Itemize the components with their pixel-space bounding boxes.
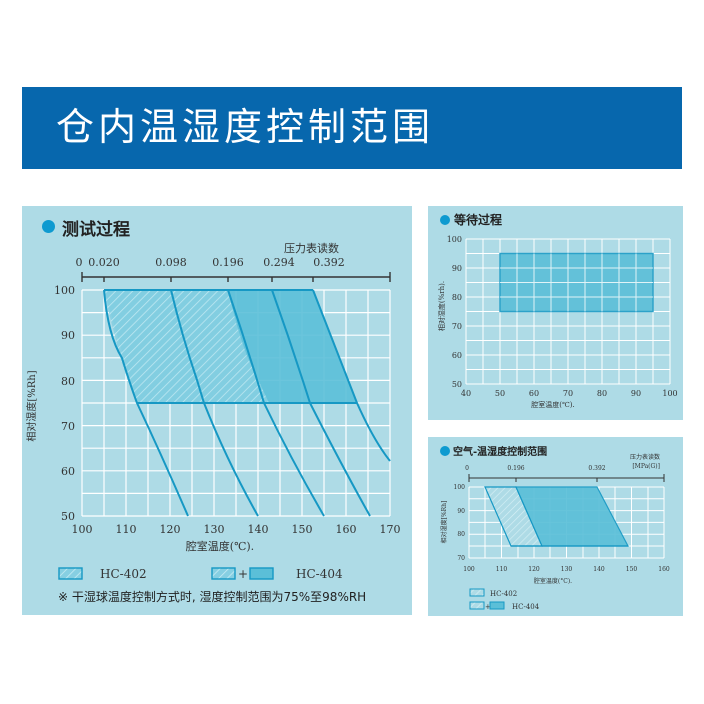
- svg-text:100: 100: [72, 523, 93, 536]
- legend-solid-swatch: [249, 567, 274, 580]
- test-process-panel: 测试过程: [22, 206, 412, 615]
- svg-text:0.020: 0.020: [88, 256, 120, 269]
- svg-text:0.196: 0.196: [212, 256, 244, 269]
- svg-text:70: 70: [61, 420, 75, 433]
- legend-hc404: HC-404: [296, 567, 343, 581]
- svg-text:100: 100: [463, 566, 475, 573]
- bullet-icon: [42, 220, 55, 233]
- svg-text:110: 110: [116, 523, 137, 536]
- x-axis-label: 腔室温度(℃).: [531, 400, 575, 409]
- bullet-icon: [440, 446, 450, 456]
- pressure-axis-unit: [MPa(G)]: [632, 463, 660, 470]
- svg-text:90: 90: [457, 508, 465, 515]
- saturation-curves: [103, 289, 391, 517]
- svg-text:50: 50: [61, 510, 75, 523]
- legend-plus: +: [238, 567, 248, 581]
- svg-text:80: 80: [61, 375, 75, 388]
- legend-hc404: HC-404: [512, 603, 540, 611]
- legend-hatch-swatch-2: [469, 601, 485, 610]
- svg-text:160: 160: [336, 523, 357, 536]
- svg-text:0.294: 0.294: [263, 256, 295, 269]
- legend-hatch-swatch: [469, 588, 485, 597]
- bullet-icon: [440, 215, 450, 225]
- svg-text:140: 140: [593, 566, 605, 573]
- svg-text:90: 90: [61, 329, 75, 342]
- svg-text:100: 100: [662, 389, 677, 398]
- test-process-chart: 压力表读数 0 0.020 0.098 0.196 0.294 0.392 10…: [25, 241, 401, 581]
- svg-text:170: 170: [380, 523, 401, 536]
- svg-text:70: 70: [452, 322, 462, 331]
- panel-title: 测试过程: [62, 220, 130, 240]
- svg-text:120: 120: [160, 523, 181, 536]
- svg-text:60: 60: [61, 465, 75, 478]
- x-axis-label: 腔室温度(°C).: [534, 577, 572, 585]
- legend-hc402: HC-402: [100, 567, 147, 581]
- legend-hatch-swatch-2: [211, 567, 236, 580]
- pressure-ticks: 0 0.196 0.392: [465, 465, 606, 472]
- air-control-panel: 空气-温湿度控制范围: [428, 437, 683, 616]
- x-axis-label: 腔室温度(℃).: [186, 539, 254, 553]
- svg-text:0: 0: [76, 256, 83, 269]
- y-ticks: 100 90 80 70: [454, 484, 466, 562]
- legend-plus: +: [485, 603, 491, 611]
- y-ticks: 100 90 80 70 60 50: [54, 284, 75, 523]
- svg-text:100: 100: [54, 284, 75, 297]
- svg-text:160: 160: [658, 566, 670, 573]
- svg-text:90: 90: [631, 389, 641, 398]
- svg-text:120: 120: [528, 566, 540, 573]
- legend-hatch-swatch: [58, 567, 83, 580]
- legend-hc402: HC-402: [490, 590, 517, 598]
- panel-title: 等待过程: [454, 213, 503, 227]
- x-ticks: 40 50 60 70 80 90 100: [461, 389, 678, 398]
- svg-text:40: 40: [461, 389, 471, 398]
- svg-text:110: 110: [496, 566, 508, 573]
- wait-process-panel: 等待过程 100 90 80 70: [428, 206, 683, 420]
- page-title: 仓内温湿度控制范围: [56, 105, 435, 149]
- svg-text:0.392: 0.392: [588, 465, 605, 472]
- x-ticks: 100 110 120 130 140 150 160 170: [72, 523, 401, 536]
- svg-text:50: 50: [452, 380, 462, 389]
- svg-text:140: 140: [248, 523, 269, 536]
- svg-text:0.098: 0.098: [155, 256, 187, 269]
- x-ticks: 100 110 120 130 140 150 160: [463, 566, 670, 573]
- svg-text:100: 100: [447, 235, 462, 244]
- svg-text:60: 60: [452, 351, 462, 360]
- y-axis-label: 相对湿度(%rh).: [437, 281, 446, 331]
- pressure-ticks: 0 0.020 0.098 0.196 0.294 0.392: [76, 256, 345, 269]
- pressure-axis: [468, 474, 665, 482]
- svg-text:0.392: 0.392: [313, 256, 345, 269]
- pressure-axis-title: 压力表读数: [630, 453, 660, 461]
- svg-text:130: 130: [204, 523, 225, 536]
- pressure-axis-title: 压力表读数: [284, 241, 339, 255]
- wait-process-chart: 100 90 80 70 60 50 40 50 60 70 80 90 100…: [437, 235, 678, 409]
- y-axis-label: 相对湿度[%Rh]: [25, 370, 38, 441]
- pressure-axis: [81, 272, 391, 282]
- svg-text:80: 80: [452, 293, 462, 302]
- svg-text:100: 100: [454, 484, 466, 491]
- y-ticks: 100 90 80 70 60 50: [447, 235, 462, 389]
- title-banner: 仓内温湿度控制范围: [22, 87, 682, 169]
- svg-text:70: 70: [457, 555, 465, 562]
- svg-text:80: 80: [457, 531, 465, 538]
- svg-text:150: 150: [626, 566, 638, 573]
- svg-text:0.196: 0.196: [507, 465, 524, 472]
- air-control-chart: 压力表读数 [MPa(G)] 0 0.196 0.392 100 90 80 7…: [440, 453, 670, 611]
- svg-text:150: 150: [292, 523, 313, 536]
- svg-text:90: 90: [452, 264, 462, 273]
- control-note: ※ 干湿球温度控制方式时, 湿度控制范围为75%至98%RH: [58, 590, 367, 604]
- svg-text:80: 80: [597, 389, 607, 398]
- svg-text:130: 130: [561, 566, 573, 573]
- legend-solid-swatch: [489, 601, 505, 610]
- svg-text:50: 50: [495, 389, 505, 398]
- panel-title: 空气-温湿度控制范围: [453, 447, 548, 458]
- y-axis-label: 相对湿度[%Rh]: [440, 501, 448, 544]
- svg-text:0: 0: [465, 465, 469, 472]
- svg-text:60: 60: [529, 389, 539, 398]
- svg-text:70: 70: [563, 389, 573, 398]
